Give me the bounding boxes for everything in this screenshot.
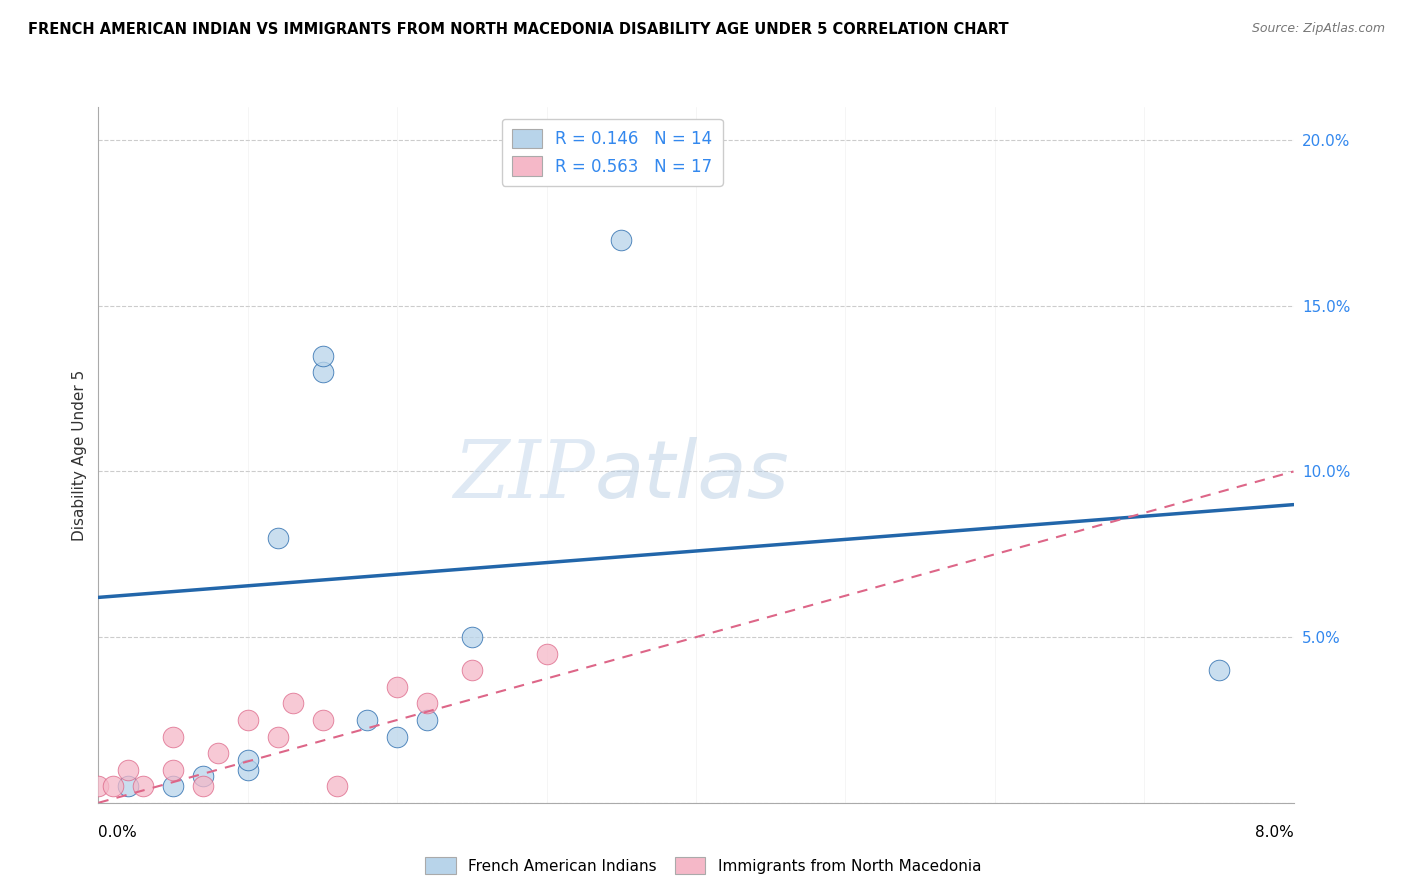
Text: 8.0%: 8.0% xyxy=(1254,825,1294,840)
Point xyxy=(117,779,139,793)
Point xyxy=(162,730,184,744)
Point xyxy=(87,779,110,793)
Text: FRENCH AMERICAN INDIAN VS IMMIGRANTS FROM NORTH MACEDONIA DISABILITY AGE UNDER 5: FRENCH AMERICAN INDIAN VS IMMIGRANTS FRO… xyxy=(28,22,1008,37)
Point xyxy=(162,779,184,793)
Point xyxy=(191,779,214,793)
Text: atlas: atlas xyxy=(595,437,789,515)
Point xyxy=(267,730,290,744)
Y-axis label: Disability Age Under 5: Disability Age Under 5 xyxy=(72,369,87,541)
Text: ZIP: ZIP xyxy=(453,437,595,515)
Legend: R = 0.146   N = 14, R = 0.563   N = 17: R = 0.146 N = 14, R = 0.563 N = 17 xyxy=(502,119,723,186)
Text: Source: ZipAtlas.com: Source: ZipAtlas.com xyxy=(1251,22,1385,36)
Point xyxy=(461,663,484,677)
Point xyxy=(385,680,409,694)
Point xyxy=(610,233,633,247)
Point xyxy=(311,349,333,363)
Point xyxy=(117,763,139,777)
Point xyxy=(236,713,259,727)
Point xyxy=(162,763,184,777)
Point xyxy=(267,531,290,545)
Point xyxy=(236,763,259,777)
Legend: French American Indians, Immigrants from North Macedonia: French American Indians, Immigrants from… xyxy=(419,851,987,880)
Point xyxy=(311,713,333,727)
Point xyxy=(536,647,558,661)
Point xyxy=(132,779,155,793)
Point xyxy=(191,769,214,783)
Point xyxy=(103,779,125,793)
Point xyxy=(236,753,259,767)
Point xyxy=(207,746,229,760)
Point xyxy=(311,365,333,379)
Text: 0.0%: 0.0% xyxy=(98,825,138,840)
Point xyxy=(416,697,439,711)
Point xyxy=(416,713,439,727)
Point xyxy=(281,697,304,711)
Point xyxy=(385,730,409,744)
Point xyxy=(326,779,349,793)
Point xyxy=(461,630,484,644)
Point xyxy=(356,713,378,727)
Point xyxy=(1208,663,1230,677)
